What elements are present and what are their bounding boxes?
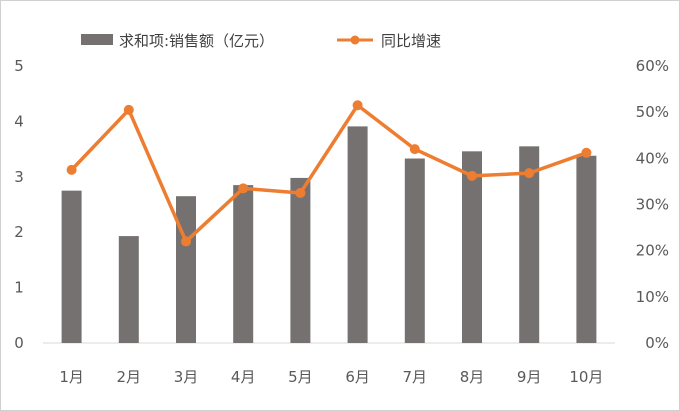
line-marker	[66, 164, 77, 175]
x-axis-tick-label: 8月	[460, 368, 485, 386]
bar	[118, 236, 139, 343]
line-marker	[295, 187, 306, 198]
bar	[61, 190, 82, 343]
line-marker	[352, 100, 363, 111]
left-axis-tick-label: 0	[14, 334, 24, 352]
line-marker	[123, 104, 134, 115]
bar	[576, 155, 597, 343]
right-axis-tick-label: 50%	[636, 103, 669, 121]
right-axis-tick-label: 30%	[636, 196, 669, 214]
bar-series	[61, 126, 597, 343]
bar	[462, 151, 482, 343]
line-marker	[238, 183, 249, 194]
left-axis-tick-label: 3	[14, 168, 24, 186]
left-axis-tick-label: 4	[14, 112, 24, 130]
x-axis-tick-label: 6月	[345, 368, 370, 386]
bar	[519, 146, 540, 343]
x-axis-tick-label: 1月	[59, 368, 84, 386]
x-axis-tick-label: 10月	[569, 368, 603, 386]
x-axis-tick-label: 9月	[517, 368, 542, 386]
left-axis: 0 1 2 3 4 5	[14, 57, 24, 352]
x-axis-tick-label: 5月	[288, 368, 313, 386]
x-axis-tick-label: 7月	[403, 368, 428, 386]
x-axis-tick-label: 2月	[117, 368, 142, 386]
legend: 求和项:销售额（亿元） 同比增速	[81, 32, 441, 50]
line-marker	[467, 170, 477, 181]
x-axis-tick-label: 3月	[174, 368, 199, 386]
line-marker	[181, 236, 191, 247]
right-axis-tick-label: 0%	[645, 334, 669, 352]
x-axis-tick-label: 4月	[231, 368, 256, 386]
legend-swatch-marker	[350, 35, 360, 45]
left-axis-tick-label: 5	[14, 57, 24, 75]
line-marker	[524, 168, 535, 179]
line-series	[66, 100, 592, 247]
right-axis-tick-label: 40%	[636, 149, 669, 167]
bar	[233, 185, 254, 343]
right-axis-tick-label: 10%	[636, 288, 669, 306]
left-axis-tick-label: 1	[14, 279, 24, 297]
bar	[347, 126, 368, 343]
right-axis-tick-label: 60%	[636, 57, 669, 75]
legend-swatch-bar	[81, 34, 113, 45]
right-axis-tick-label: 20%	[636, 242, 669, 260]
x-axis: 1月 2月 3月 4月 5月 6月 7月 8月 9月 10月	[59, 368, 603, 386]
line-marker	[409, 144, 420, 155]
left-axis-tick-label: 2	[14, 223, 24, 241]
growth-line	[70, 103, 587, 244]
bar	[404, 158, 425, 343]
line-marker	[581, 147, 592, 158]
legend-label-bar: 求和项:销售额（亿元）	[119, 32, 274, 50]
legend-label-line: 同比增速	[381, 32, 441, 50]
bar	[290, 177, 311, 343]
bar	[176, 196, 196, 343]
right-axis: 0% 10% 20% 30% 40% 50% 60%	[636, 57, 669, 352]
